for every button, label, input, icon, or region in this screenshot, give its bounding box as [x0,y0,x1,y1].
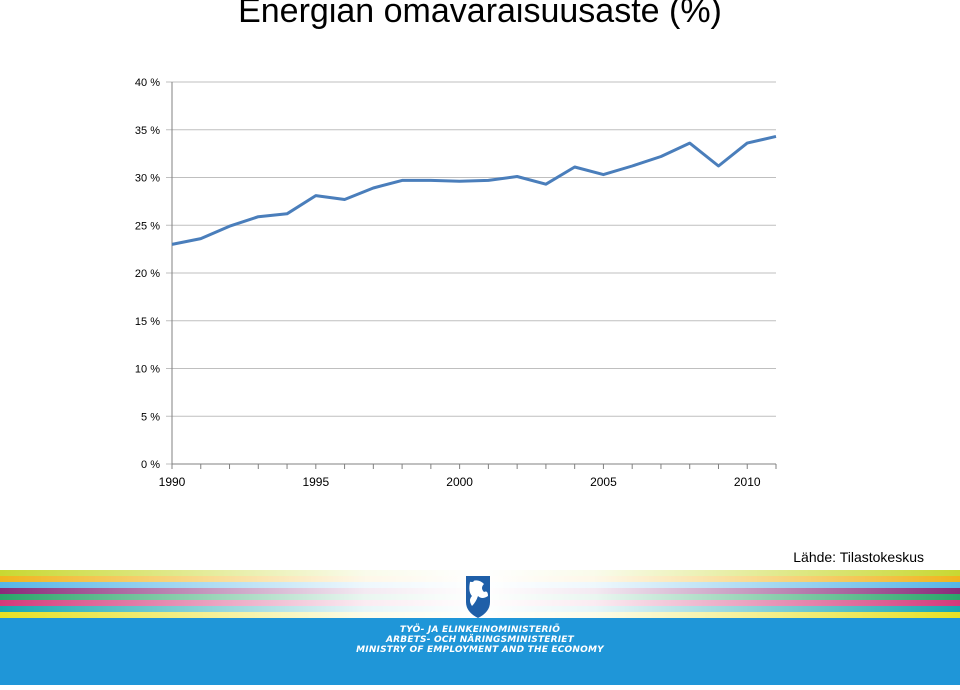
y-tick-label: 30 % [135,173,160,185]
y-tick-label: 20 % [135,268,160,280]
ministry-footer-banner: TYÖ- JA ELINKEINOMINISTERIÖ ARBETS- OCH … [0,568,960,685]
x-tick-label: 2010 [734,475,761,489]
y-tick-label: 25 % [135,220,160,232]
x-tick-label: 1990 [159,475,186,489]
ministry-name-sv: ARBETS- OCH NÄRINGSMINISTERIET [385,635,574,645]
footer-stripes [0,570,960,685]
y-tick-label: 40 % [135,77,160,89]
line-chart: 0 % 5 % 10 % 15 % 20 % 25 % 30 % 35 % 40 % 1990 19… [135,77,777,489]
x-tick-label: 1995 [302,475,329,489]
chart-title: Energian omavaraisuusaste (%) [238,0,722,30]
y-tick-label: 15 % [135,316,160,328]
ministry-name-fi: TYÖ- JA ELINKEINOMINISTERIÖ [399,625,561,635]
ministry-name-en: MINISTRY OF EMPLOYMENT AND THE ECONOMY [356,645,604,655]
y-tick-label: 5 % [141,411,160,423]
x-tick-label: 2005 [590,475,617,489]
source-note: Lähde: Tilastokeskus [793,549,924,565]
y-tick-label: 10 % [135,364,160,376]
finnish-lion-icon [466,576,490,618]
y-tick-label: 35 % [135,125,160,137]
series-line [171,134,777,246]
footer-blue-panel [0,618,960,685]
x-tick-label: 2000 [446,475,473,489]
y-tick-label: 0 % [141,459,160,471]
